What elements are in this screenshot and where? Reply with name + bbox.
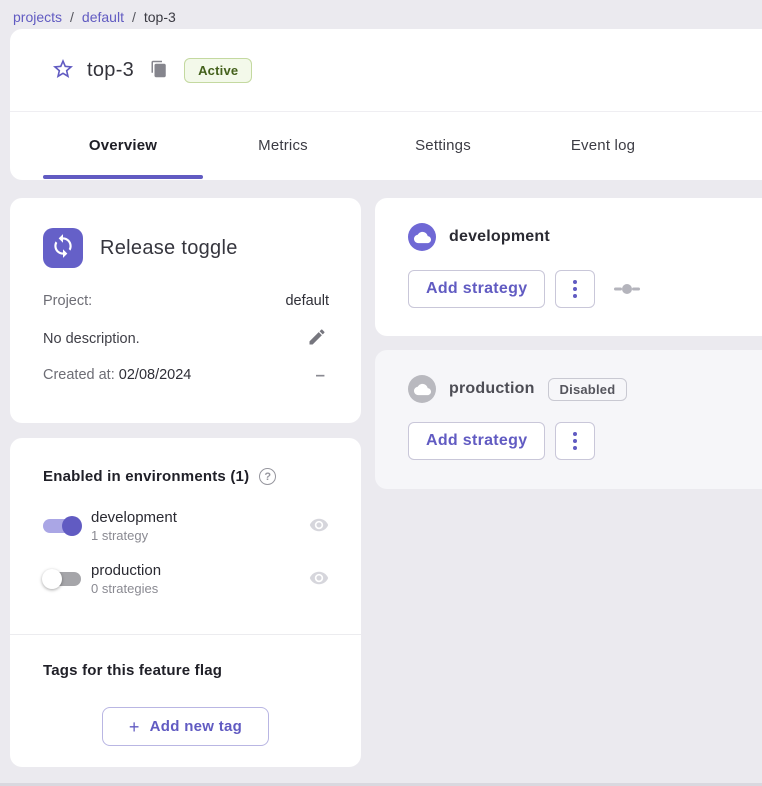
sync-icon: [50, 233, 76, 264]
cloud-icon: [408, 223, 436, 251]
environment-menu-button[interactable]: [555, 422, 596, 460]
project-value: default: [285, 293, 329, 309]
add-strategy-button[interactable]: Add strategy: [408, 270, 546, 308]
environment-row-development: development 1 strategy: [43, 509, 329, 543]
feature-title-row: top-3 Active: [10, 29, 762, 112]
page-title: top-3: [87, 58, 135, 81]
eye-icon: [309, 515, 329, 538]
tab-metrics[interactable]: Metrics: [203, 112, 363, 179]
environments-heading: Enabled in environments (1): [43, 468, 250, 485]
breadcrumb-link-projects[interactable]: projects: [13, 9, 63, 25]
edit-description-button[interactable]: [305, 325, 329, 352]
view-environment-button[interactable]: [309, 515, 329, 538]
tab-settings[interactable]: Settings: [363, 112, 523, 179]
tab-overview[interactable]: Overview: [43, 112, 203, 179]
active-tab-indicator: [43, 175, 203, 179]
breadcrumb-separator: /: [131, 9, 136, 25]
copy-icon: [150, 60, 168, 81]
left-column: Release toggle Project: default No descr…: [10, 198, 361, 767]
strategy-connector-icon: [614, 282, 641, 296]
add-strategy-button[interactable]: Add strategy: [408, 422, 546, 460]
tab-event-log[interactable]: Event log: [523, 112, 683, 179]
page-bottom-edge: [0, 783, 762, 786]
created-label: Created at:: [43, 367, 115, 383]
environment-panel-production: production Disabled Add strategy: [375, 350, 762, 489]
environment-strategy-count: 0 strategies: [91, 581, 159, 596]
tags-heading: Tags for this feature flag: [43, 662, 223, 679]
view-environment-button[interactable]: [309, 568, 329, 591]
description-text: No description.: [43, 330, 140, 347]
environment-row-production: production 0 strategies: [42, 562, 329, 596]
favorite-button[interactable]: [50, 57, 76, 83]
environment-panel-name: development: [449, 228, 550, 245]
breadcrumb-current: top-3: [143, 9, 176, 25]
status-badge: Active: [184, 57, 253, 83]
copy-name-button[interactable]: [150, 60, 168, 81]
created-at: Created at: 02/08/2024: [43, 367, 191, 383]
disabled-badge: Disabled: [547, 377, 628, 401]
add-new-tag-label: Add new tag: [149, 718, 243, 735]
pencil-icon: [307, 327, 327, 350]
feature-type-row: Release toggle: [43, 228, 329, 268]
environment-strategy-count: 1 strategy: [91, 528, 149, 543]
kebab-icon: [573, 432, 578, 450]
main-content: Release toggle Project: default No descr…: [0, 198, 762, 767]
feature-header-card: top-3 Active Overview Metrics Settings E…: [10, 29, 762, 180]
environment-panel-name: production: [449, 380, 535, 397]
tags-section: Tags for this feature flag + Add new tag: [10, 635, 361, 746]
breadcrumb: projects / default / top-3: [0, 0, 762, 29]
breadcrumb-separator: /: [70, 9, 74, 25]
environment-name: development: [91, 509, 177, 526]
breadcrumb-link-default[interactable]: default: [81, 9, 124, 25]
collapse-details-button[interactable]: –: [312, 366, 329, 383]
environment-panel-development: development Add strategy: [375, 198, 762, 336]
help-icon[interactable]: ?: [259, 468, 277, 485]
project-row: Project: default: [43, 293, 329, 309]
release-toggle-icon-badge: [43, 228, 83, 268]
environments-card: Enabled in environments (1) ? developmen…: [10, 438, 361, 767]
star-icon: [51, 57, 75, 84]
feature-type-label: Release toggle: [100, 236, 238, 259]
project-label: Project:: [43, 293, 93, 309]
tab-bar: Overview Metrics Settings Event log: [10, 112, 762, 179]
created-row: Created at: 02/08/2024 –: [43, 366, 329, 383]
enabled-environments-section: Enabled in environments (1) ? developmen…: [10, 438, 361, 635]
plus-icon: +: [128, 716, 140, 737]
created-value: 02/08/2024: [118, 367, 192, 383]
description-row: No description.: [43, 325, 329, 352]
kebab-icon: [573, 280, 578, 298]
environment-name: production: [91, 562, 162, 579]
add-new-tag-button[interactable]: + Add new tag: [101, 707, 270, 746]
production-toggle[interactable]: [42, 569, 81, 589]
eye-icon: [309, 568, 329, 591]
right-column: development Add strategy production Disa…: [375, 198, 762, 489]
development-toggle[interactable]: [43, 516, 82, 536]
feature-details-card: Release toggle Project: default No descr…: [10, 198, 361, 423]
cloud-icon: [408, 375, 436, 403]
environment-menu-button[interactable]: [555, 270, 596, 308]
